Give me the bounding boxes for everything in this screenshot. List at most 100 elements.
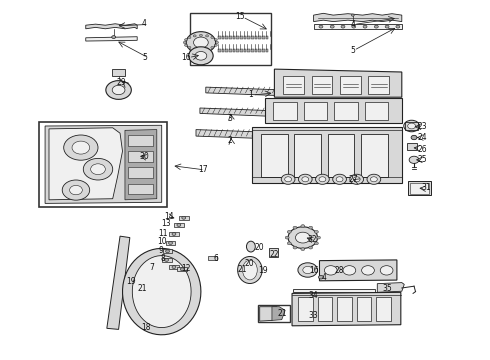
Circle shape <box>64 135 98 160</box>
Circle shape <box>374 25 378 28</box>
Polygon shape <box>45 125 162 203</box>
Bar <box>410 183 429 194</box>
Circle shape <box>186 32 216 53</box>
Bar <box>229 49 232 52</box>
Bar <box>225 49 228 52</box>
Text: 8: 8 <box>160 254 165 263</box>
Polygon shape <box>49 128 122 200</box>
Bar <box>244 49 246 52</box>
Circle shape <box>298 263 318 277</box>
Text: 20: 20 <box>244 259 254 268</box>
Circle shape <box>211 36 214 39</box>
Bar <box>259 36 261 39</box>
Bar <box>357 297 371 321</box>
Text: 25: 25 <box>417 155 427 163</box>
Bar <box>259 49 261 52</box>
Bar <box>166 241 175 245</box>
Circle shape <box>309 246 313 249</box>
Circle shape <box>214 39 217 41</box>
Polygon shape <box>107 236 130 329</box>
Bar <box>261 134 288 177</box>
Bar <box>251 49 254 52</box>
Bar <box>334 102 358 120</box>
Bar <box>283 76 304 94</box>
Bar <box>293 289 375 292</box>
Circle shape <box>298 174 312 184</box>
Circle shape <box>72 141 90 154</box>
Bar <box>169 232 179 236</box>
Circle shape <box>193 35 196 37</box>
Bar <box>365 102 388 120</box>
Text: 34: 34 <box>309 292 318 300</box>
Bar <box>128 135 153 146</box>
Text: 23: 23 <box>417 122 427 131</box>
Circle shape <box>411 135 417 140</box>
Bar <box>266 49 269 52</box>
Text: 5: 5 <box>142 53 147 62</box>
Bar <box>221 36 224 39</box>
Text: 28: 28 <box>334 266 344 275</box>
Bar <box>236 49 239 52</box>
Circle shape <box>352 25 356 28</box>
Text: 29: 29 <box>117 78 126 87</box>
Circle shape <box>380 266 393 275</box>
Text: 19: 19 <box>126 277 136 286</box>
Circle shape <box>309 226 313 229</box>
Circle shape <box>315 242 318 245</box>
Circle shape <box>216 41 219 44</box>
Circle shape <box>185 44 188 46</box>
Text: 4: 4 <box>350 20 355 29</box>
Text: 14: 14 <box>164 212 174 220</box>
Circle shape <box>295 232 310 243</box>
Polygon shape <box>86 24 137 29</box>
Circle shape <box>169 242 172 244</box>
Circle shape <box>363 25 367 28</box>
Circle shape <box>281 174 295 184</box>
Polygon shape <box>377 283 404 292</box>
Polygon shape <box>292 292 401 326</box>
Circle shape <box>134 155 138 158</box>
Bar <box>247 49 250 52</box>
Text: 24: 24 <box>417 133 427 142</box>
Bar <box>314 24 402 29</box>
Bar <box>240 36 243 39</box>
Text: 16: 16 <box>309 266 318 275</box>
Bar <box>258 305 290 322</box>
Bar <box>233 36 235 39</box>
Bar <box>251 36 254 39</box>
Circle shape <box>301 248 305 251</box>
Ellipse shape <box>238 256 262 284</box>
Circle shape <box>319 177 326 182</box>
Bar <box>174 223 184 227</box>
Text: 3: 3 <box>228 114 233 122</box>
Polygon shape <box>86 37 137 41</box>
Circle shape <box>404 120 419 132</box>
Circle shape <box>293 246 297 249</box>
Bar <box>179 216 189 220</box>
Circle shape <box>336 177 343 182</box>
Text: 18: 18 <box>141 323 151 332</box>
Circle shape <box>172 233 176 235</box>
Bar <box>273 102 297 120</box>
Bar <box>233 49 235 52</box>
Circle shape <box>132 153 141 160</box>
Circle shape <box>288 227 318 248</box>
Circle shape <box>83 158 113 180</box>
Bar <box>218 36 220 39</box>
Circle shape <box>172 266 176 269</box>
Circle shape <box>188 36 191 39</box>
Bar <box>294 134 321 177</box>
Text: 9: 9 <box>158 246 163 255</box>
Bar <box>128 167 153 178</box>
Circle shape <box>70 185 82 195</box>
Polygon shape <box>196 130 294 140</box>
Circle shape <box>62 180 90 200</box>
Text: 35: 35 <box>382 284 392 293</box>
Bar <box>376 297 391 321</box>
Bar <box>229 36 232 39</box>
Text: 32: 32 <box>308 235 318 244</box>
Circle shape <box>362 266 374 275</box>
Circle shape <box>333 174 346 184</box>
Circle shape <box>193 48 196 50</box>
Circle shape <box>318 275 323 279</box>
